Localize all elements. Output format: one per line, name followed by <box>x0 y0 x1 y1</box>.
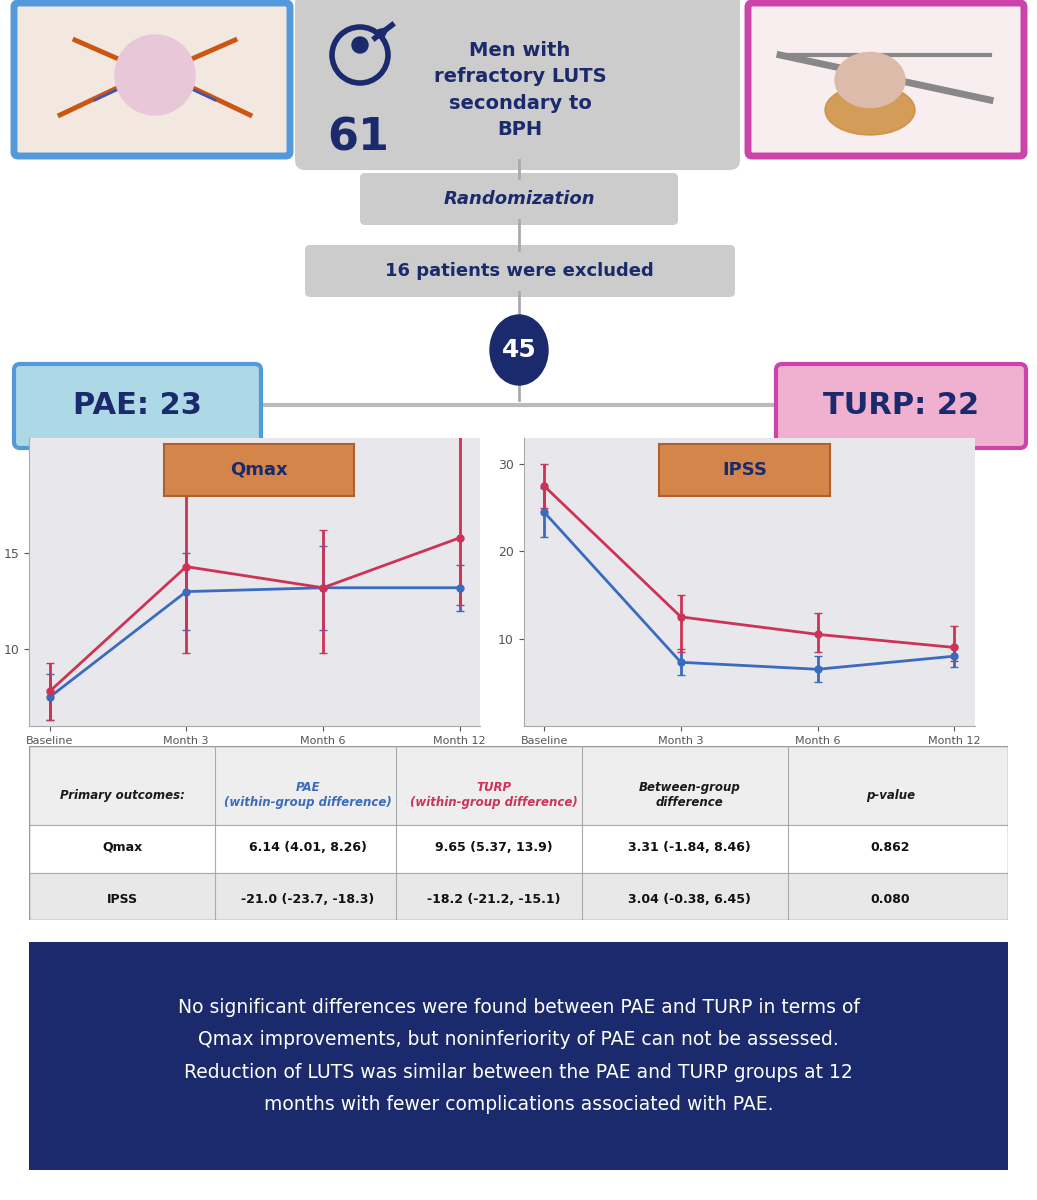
FancyBboxPatch shape <box>29 824 1008 872</box>
Text: 3.04 (-0.38, 6.45): 3.04 (-0.38, 6.45) <box>628 893 751 906</box>
Text: Men with
refractory LUTS
secondary to
BPH: Men with refractory LUTS secondary to BP… <box>433 41 607 139</box>
FancyBboxPatch shape <box>748 2 1024 156</box>
FancyBboxPatch shape <box>305 245 735 296</box>
Text: Qmax: Qmax <box>102 841 142 854</box>
Text: No significant differences were found between PAE and TURP in terms of
Qmax impr: No significant differences were found be… <box>177 997 860 1115</box>
Text: 3.31 (-1.84, 8.46): 3.31 (-1.84, 8.46) <box>628 841 751 854</box>
Text: PAE
(within-group difference): PAE (within-group difference) <box>224 781 392 809</box>
Text: Randomization: Randomization <box>443 190 595 208</box>
Text: 0.080: 0.080 <box>871 893 910 906</box>
Ellipse shape <box>491 314 548 385</box>
FancyBboxPatch shape <box>360 173 678 226</box>
Ellipse shape <box>835 53 905 108</box>
FancyBboxPatch shape <box>4 936 1033 1176</box>
FancyBboxPatch shape <box>15 364 261 448</box>
Text: TURP
(within-group difference): TURP (within-group difference) <box>411 781 578 809</box>
FancyBboxPatch shape <box>29 746 1008 824</box>
Ellipse shape <box>115 35 195 115</box>
Text: 16 patients were excluded: 16 patients were excluded <box>385 262 653 280</box>
Text: 45: 45 <box>502 338 536 362</box>
FancyBboxPatch shape <box>29 872 1008 920</box>
Text: 6.14 (4.01, 8.26): 6.14 (4.01, 8.26) <box>249 841 367 854</box>
Text: Primary outcomes:: Primary outcomes: <box>59 788 185 802</box>
Text: IPSS: IPSS <box>107 893 138 906</box>
Text: Between-group
difference: Between-group difference <box>639 781 740 809</box>
Text: TURP: 22: TURP: 22 <box>823 391 979 420</box>
Text: -18.2 (-21.2, -15.1): -18.2 (-21.2, -15.1) <box>427 893 561 906</box>
Text: PAE: 23: PAE: 23 <box>73 391 201 420</box>
Text: p-value: p-value <box>866 788 915 802</box>
Legend: PAE, TURP: PAE, TURP <box>545 644 601 692</box>
Text: 0.862: 0.862 <box>871 841 910 854</box>
FancyBboxPatch shape <box>295 0 740 170</box>
Circle shape <box>352 37 368 53</box>
FancyBboxPatch shape <box>776 364 1026 448</box>
Text: -21.0 (-23.7, -18.3): -21.0 (-23.7, -18.3) <box>242 893 374 906</box>
Text: 9.65 (5.37, 13.9): 9.65 (5.37, 13.9) <box>436 841 553 854</box>
FancyBboxPatch shape <box>15 2 290 156</box>
Text: 61: 61 <box>327 116 389 160</box>
Ellipse shape <box>825 85 915 134</box>
